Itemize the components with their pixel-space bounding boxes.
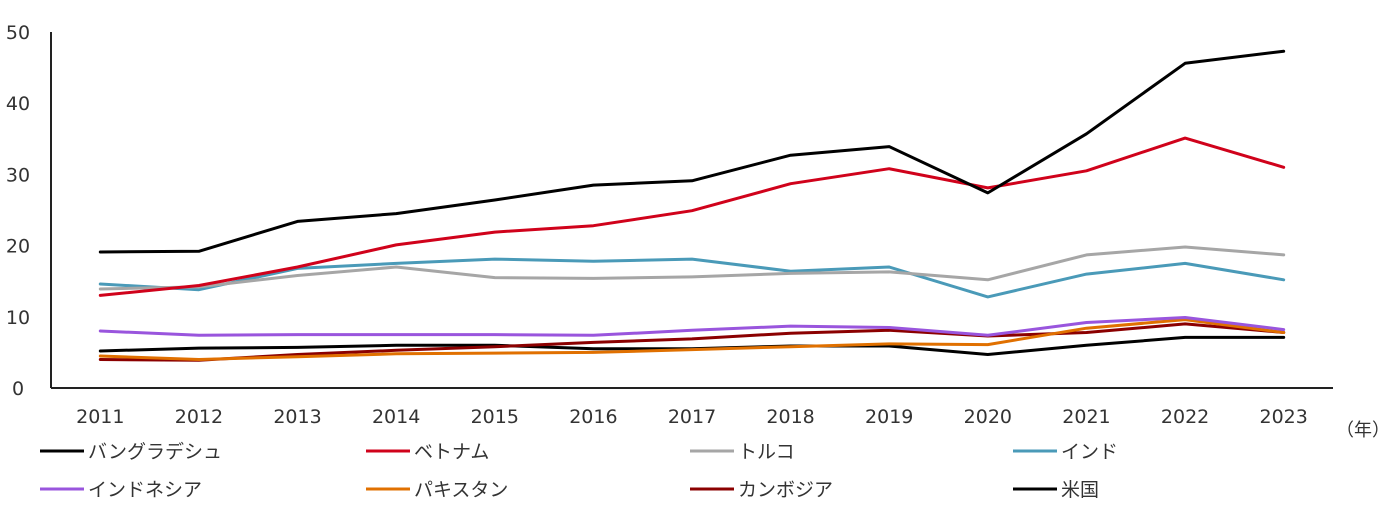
y-tick-label: 20 [6,236,30,258]
legend-item: パキスタン [366,479,508,501]
series-line-7 [98,322,1286,362]
legend-label: 米国 [1061,479,1099,501]
legend-item: カンボジア [690,479,833,501]
plot-area [98,49,1286,362]
legend-label: パキスタン [414,479,508,501]
series-line-6 [98,318,1286,361]
legend-label: バングラデシュ [88,441,222,463]
legend-label: ベトナム [414,441,489,463]
legend-item: バングラデシュ [40,441,222,463]
series-line-2 [98,136,1286,297]
x-axis: 2011 2012 2013 2014 2015 2016 2017 2018 2019 2020… [51,387,1333,428]
legend-item: ベトナム [366,441,489,463]
x-axis-unit-label: （年） [1336,420,1389,441]
x-tick-label: 2014 [372,406,420,428]
y-tick-label: 50 [6,22,30,44]
x-tick-label: 2021 [1062,406,1110,428]
x-tick-label: 2023 [1260,406,1308,428]
y-tick-label: 10 [6,307,30,329]
x-tick-label: 2012 [175,406,223,428]
x-tick-label: 2011 [76,406,124,428]
series-line-3 [98,245,1286,291]
legend-label: カンボジア [738,479,833,501]
x-tick-label: 2020 [964,406,1012,428]
y-tick-label: 0 [12,378,24,400]
x-tick-label: 2013 [273,406,321,428]
y-tick-label: 30 [6,164,30,186]
legend-label: トルコ [738,441,795,463]
y-axis: 0 10 20 30 40 50 [6,22,52,400]
series-line-1 [98,49,1286,254]
series-line-5 [98,316,1286,337]
legend-label: インドネシア [88,479,202,501]
x-tick-label: 2017 [668,406,716,428]
x-tick-label: 2016 [569,406,617,428]
legend-item: トルコ [690,441,795,463]
x-tick-label: 2022 [1161,406,1209,428]
legend-item: 米国 [1013,479,1099,501]
legend-label: インド [1061,441,1118,463]
x-tick-label: 2018 [766,406,814,428]
legend-item: インド [1013,441,1118,463]
y-tick-label: 40 [6,93,30,115]
x-tick-label: 2015 [471,406,519,428]
legend-item: インドネシア [40,479,202,501]
x-tick-label: 2019 [865,406,913,428]
